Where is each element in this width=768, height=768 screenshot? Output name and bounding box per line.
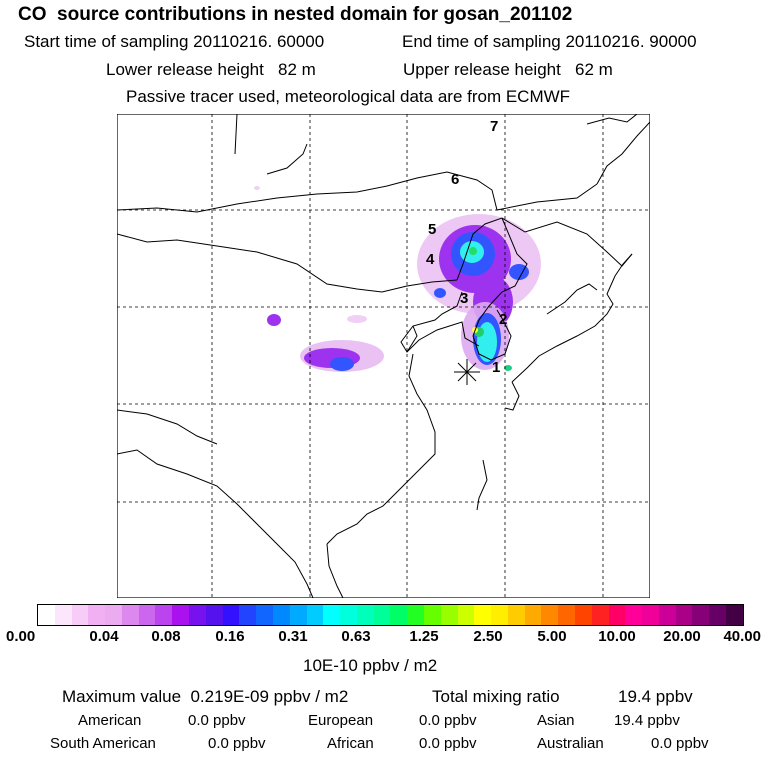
tick-label: 10.00	[598, 628, 636, 645]
colorbar-swatch	[541, 605, 559, 625]
traj-label-4: 4	[426, 251, 435, 268]
colorbar-swatch	[38, 605, 55, 625]
region-australian-value: 0.0 ppbv	[651, 735, 709, 752]
colorbar	[37, 604, 744, 626]
colorbar-swatch	[709, 605, 727, 625]
colorbar-swatch	[675, 605, 693, 625]
region-south-american-label: South American	[50, 735, 156, 752]
traj-label-5: 5	[428, 221, 436, 238]
total-label: Total mixing ratio	[432, 687, 560, 706]
plot-title: CO source contributions in nested domain…	[18, 4, 573, 25]
region-african-label: African	[327, 735, 374, 752]
tick-label: 2.50	[473, 628, 503, 645]
colorbar-swatch	[575, 605, 592, 625]
traj-label-7: 7	[490, 118, 498, 135]
colorbar-swatch	[88, 605, 106, 625]
region-american-label: American	[78, 712, 142, 729]
max-value: Maximum value 0.219E-09 ppbv / m2	[62, 687, 349, 706]
data-note: Passive tracer used, meteorological data…	[126, 87, 571, 106]
region-south-american-value: 0.0 ppbv	[208, 735, 266, 752]
colorbar-swatch	[155, 605, 173, 625]
region-asian-value: 19.4 ppbv	[614, 712, 680, 729]
colorbar-swatch	[54, 605, 72, 625]
traj-label-2: 2	[499, 311, 507, 328]
colorbar-swatch	[726, 605, 743, 625]
colorbar-swatch	[239, 605, 257, 625]
colorbar-swatch	[457, 605, 475, 625]
tick-label: 20.00	[663, 628, 701, 645]
colorbar-swatch	[272, 605, 290, 625]
colorbar-swatch	[625, 605, 643, 625]
map-grid	[117, 114, 650, 598]
colorbar-swatch	[105, 605, 122, 625]
colorbar-swatch	[491, 605, 508, 625]
colorbar-swatch	[440, 605, 458, 625]
colorbar-swatch	[423, 605, 441, 625]
traj-label-1: 1	[492, 359, 500, 376]
colorbar-swatch	[205, 605, 223, 625]
colorbar-swatch	[373, 605, 391, 625]
colorbar-swatch	[323, 605, 341, 625]
tick-label: 0.04	[89, 628, 119, 645]
tick-label: 40.00	[723, 628, 761, 645]
colorbar-swatch	[138, 605, 156, 625]
tick-label: 0.16	[215, 628, 245, 645]
plume-nw-speck	[254, 186, 260, 190]
colorbar-swatch	[407, 605, 424, 625]
plume-north-core	[469, 247, 477, 255]
plume-field	[254, 186, 541, 372]
colorbar-swatch	[306, 605, 324, 625]
colorbar-swatch	[356, 605, 374, 625]
total-value: 19.4 ppbv	[618, 687, 693, 706]
traj-label-3: 3	[460, 290, 468, 307]
region-european-label: European	[308, 712, 374, 729]
colorbar-swatch	[608, 605, 626, 625]
tick-label: 0.08	[151, 628, 181, 645]
region-asian-label: Asian	[537, 712, 575, 729]
coastlines	[117, 114, 650, 598]
colorbar-swatch	[172, 605, 190, 625]
plume-west-speck	[267, 314, 281, 326]
traj-label-6: 6	[451, 171, 459, 188]
release-upper: Upper release height 62 m	[403, 60, 613, 79]
region-european-value: 0.0 ppbv	[419, 712, 477, 729]
tick-label: 1.25	[409, 628, 439, 645]
colorbar-swatch	[558, 605, 575, 625]
colorbar-swatch	[289, 605, 307, 625]
colorbar-swatch	[340, 605, 357, 625]
colorbar-swatch	[71, 605, 89, 625]
sampling-start: Start time of sampling 20110216. 60000	[24, 32, 325, 51]
colorbar-swatch	[256, 605, 273, 625]
colorbar-swatch	[507, 605, 525, 625]
source-map: 1 2 3 4 5 6 7	[117, 114, 650, 598]
asterisk-receptor-icon	[454, 359, 480, 385]
colorbar-swatch	[390, 605, 408, 625]
release-lower: Lower release height 82 m	[106, 60, 316, 79]
colorbar-swatch	[524, 605, 542, 625]
plume-mid-spot	[434, 288, 446, 298]
tick-label: 0.63	[341, 628, 371, 645]
tick-label: 5.00	[537, 628, 567, 645]
colorbar-swatch	[474, 605, 492, 625]
tick-label: 0.31	[278, 628, 308, 645]
colorbar-swatch	[692, 605, 710, 625]
region-australian-label: Australian	[537, 735, 604, 752]
colorbar-swatch	[189, 605, 206, 625]
plume-west-speck2	[347, 315, 367, 323]
colorbar-swatch	[121, 605, 139, 625]
colorbar-swatch	[591, 605, 609, 625]
region-african-value: 0.0 ppbv	[419, 735, 477, 752]
colorbar-swatch	[658, 605, 676, 625]
colorbar-swatch	[222, 605, 240, 625]
units-label: 10E-10 ppbv / m2	[303, 656, 438, 675]
plume-jeju	[504, 365, 512, 371]
tick-label: 0.00	[6, 628, 36, 645]
colorbar-swatch	[642, 605, 659, 625]
plume-west-blue	[330, 357, 354, 371]
plume-ne-spot	[509, 264, 529, 280]
region-american-value: 0.0 ppbv	[188, 712, 246, 729]
sampling-end: End time of sampling 20110216. 90000	[402, 32, 697, 51]
